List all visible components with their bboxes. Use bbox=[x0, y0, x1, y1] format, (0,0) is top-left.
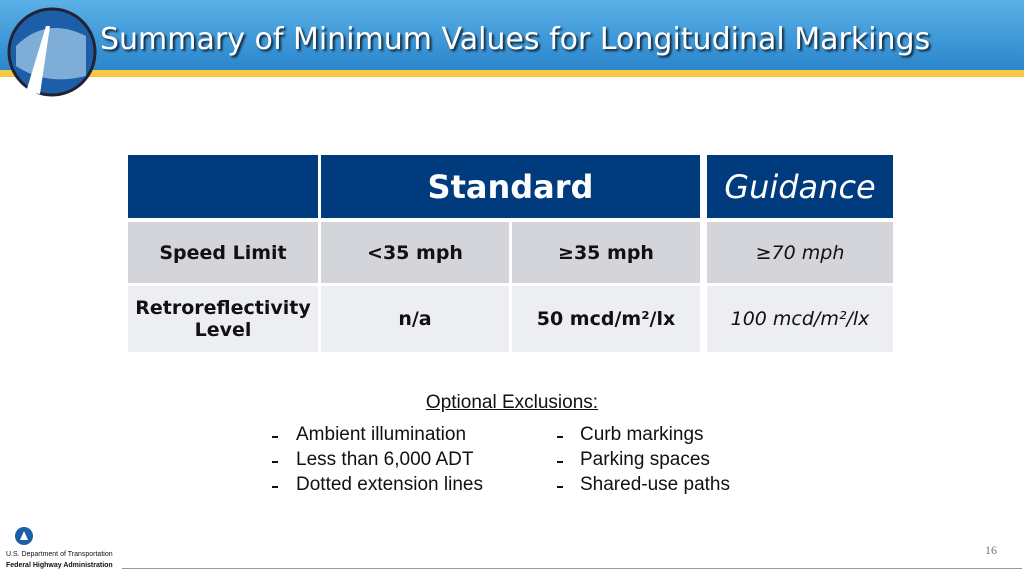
bullet-dash bbox=[557, 436, 563, 438]
footer-rule bbox=[122, 568, 1022, 569]
cell: ≥35 mph bbox=[512, 222, 700, 283]
bullet-dash bbox=[557, 461, 563, 463]
exclusion-item: Dotted extension lines bbox=[296, 474, 483, 495]
cell: 100 mcd/m²/lx bbox=[707, 286, 893, 352]
row-label: Retroreflectivity Level bbox=[128, 286, 318, 352]
exclusions-heading: Optional Exclusions: bbox=[425, 392, 599, 413]
page-number: 16 bbox=[985, 543, 997, 557]
bullet-dash bbox=[272, 461, 278, 463]
cell: ≥70 mph bbox=[707, 222, 893, 283]
header-cell: Guidance bbox=[707, 155, 893, 218]
exclusion-item: Curb markings bbox=[580, 424, 704, 445]
bullet-dash bbox=[272, 436, 278, 438]
cell: <35 mph bbox=[321, 222, 509, 283]
exclusion-item: Parking spaces bbox=[580, 449, 710, 470]
cell: n/a bbox=[321, 286, 509, 352]
header-cell: Standard bbox=[321, 155, 700, 218]
header-cell bbox=[128, 155, 318, 218]
exclusion-item: Ambient illumination bbox=[296, 424, 467, 445]
cell: 50 mcd/m²/lx bbox=[512, 286, 700, 352]
header-stripe bbox=[0, 70, 1024, 77]
row-label: Speed Limit bbox=[128, 222, 318, 283]
administration: Federal Highway Administration bbox=[6, 562, 113, 569]
agency: U.S. Department of Transportation bbox=[6, 551, 113, 558]
logo bbox=[7, 7, 97, 97]
slide-title: Summary of Minimum Values for Longitudin… bbox=[100, 22, 931, 57]
exclusion-item: Less than 6,000 ADT bbox=[296, 449, 474, 470]
header-band bbox=[0, 0, 1024, 70]
exclusion-item: Shared-use paths bbox=[580, 474, 730, 495]
dot-logo bbox=[15, 527, 33, 545]
bullet-dash bbox=[272, 486, 278, 488]
bullet-dash bbox=[557, 486, 563, 488]
